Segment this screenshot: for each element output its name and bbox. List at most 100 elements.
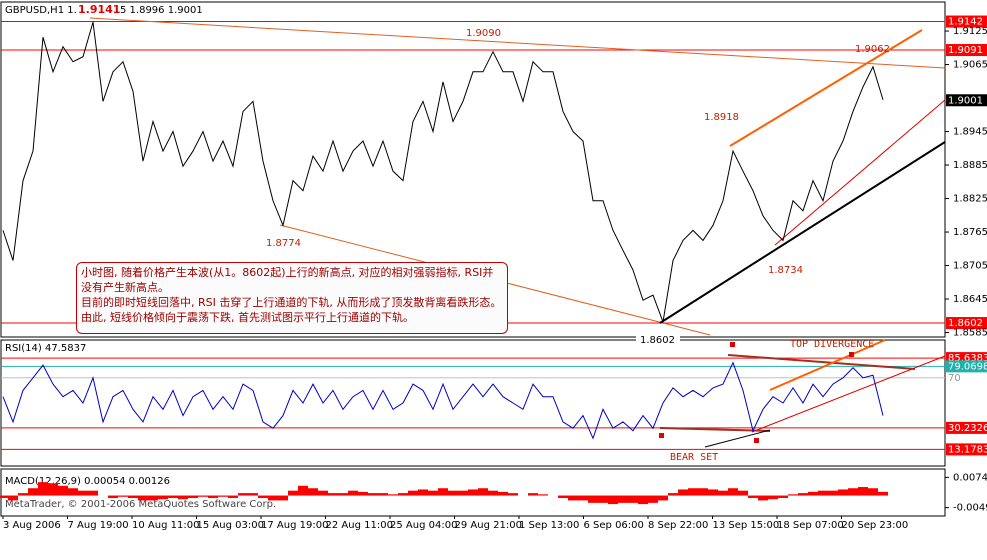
annotation: 1.9090 xyxy=(466,28,501,39)
rsi-line xyxy=(751,355,946,433)
histogram-bar xyxy=(158,495,168,500)
histogram-bar xyxy=(538,494,548,496)
histogram-bar xyxy=(798,493,808,496)
rsi-panel xyxy=(0,339,946,467)
histogram-bar xyxy=(398,493,408,496)
y-tick-label: 0.00746 xyxy=(953,472,987,483)
note-text: 目前的即时短线回落中, RSI 击穿了上行通道的下轨, 从而形成了顶发散背离看跌… xyxy=(81,296,502,309)
y-tick-label: 1.8825 xyxy=(953,194,987,205)
annotation: 1.8734 xyxy=(768,265,803,276)
macd-title: MACD(12,26,9) 0.00054 0.00126 xyxy=(5,476,170,487)
level-box xyxy=(946,44,987,57)
y-tick-label: 1.8885 xyxy=(953,160,987,171)
annotation: 1.8602 xyxy=(640,335,675,346)
histogram-bar xyxy=(468,489,478,496)
trend-line xyxy=(89,17,946,69)
histogram-bar xyxy=(878,491,888,496)
x-tick-label: 25 Aug 04:00 xyxy=(390,520,457,531)
histogram-bar xyxy=(448,490,458,496)
histogram-bar xyxy=(688,488,698,496)
histogram-bar xyxy=(668,493,678,496)
price-label: 1.9001 xyxy=(948,95,983,106)
histogram-bar xyxy=(408,490,418,496)
histogram-bar xyxy=(278,495,288,501)
rsi-title: RSI(14) 47.5837 xyxy=(5,343,86,354)
level-box xyxy=(946,360,987,373)
histogram-bar xyxy=(758,495,768,501)
y-tick-label: 1.8705 xyxy=(953,261,987,272)
series-line xyxy=(2,21,884,324)
x-tick-label: 7 Aug 19:00 xyxy=(68,520,129,531)
histogram-bar xyxy=(178,495,188,500)
histogram-bar xyxy=(328,493,338,496)
histogram-bar xyxy=(308,488,318,496)
histogram-bar xyxy=(558,495,568,498)
level-label: 13.1783 xyxy=(948,444,987,455)
histogram-bar xyxy=(388,494,398,496)
histogram-bar xyxy=(338,493,348,496)
histogram-bar xyxy=(858,487,868,496)
annotation: BEAR SET xyxy=(670,452,718,463)
histogram-bar xyxy=(38,482,48,496)
histogram-bar xyxy=(228,495,238,498)
histogram-bar xyxy=(848,488,858,496)
histogram-bar xyxy=(258,495,268,498)
annotation: 1.9062 xyxy=(855,44,890,55)
histogram-bar xyxy=(188,495,198,498)
note-text: 小时图, 随着价格产生本波(从1。8602起)上行的新高点, 对应的相对强弱指标… xyxy=(81,266,494,294)
histogram-bar xyxy=(0,495,8,498)
histogram-bar xyxy=(488,490,498,496)
histogram-bar xyxy=(88,490,98,496)
histogram-bar xyxy=(128,495,138,498)
level-label: 1.9142 xyxy=(948,17,983,28)
histogram-bar xyxy=(648,495,658,503)
histogram-bar xyxy=(248,493,258,496)
histogram-bar xyxy=(478,488,488,496)
histogram-bar xyxy=(868,488,878,496)
histogram-bar xyxy=(208,495,218,498)
level-box xyxy=(946,317,987,330)
histogram-bar xyxy=(148,495,158,501)
histogram-bar xyxy=(378,493,388,496)
x-tick-label: 1 Sep 13:00 xyxy=(519,520,579,531)
copyright: MetaTrader, © 2001-2006 MetaQuotes Softw… xyxy=(5,499,276,510)
y-tick-label: 1.8945 xyxy=(953,127,987,138)
price-panel xyxy=(0,1,946,338)
histogram-bar xyxy=(428,490,438,496)
histogram-bar xyxy=(588,495,598,503)
x-tick-label: 17 Aug 19:00 xyxy=(261,520,328,531)
level-label: 85.6383 xyxy=(948,353,987,364)
y-tick-label: 1.9065 xyxy=(953,60,987,71)
marker xyxy=(730,342,735,347)
annotation: 1.8774 xyxy=(266,238,301,249)
rsi-line xyxy=(659,427,771,432)
histogram-bar xyxy=(698,488,708,496)
annotation-box xyxy=(636,333,680,346)
rsi-line xyxy=(727,354,916,370)
x-tick-label: 18 Sep 07:00 xyxy=(777,520,844,531)
marker xyxy=(659,433,664,438)
y-tick-label: 1.8645 xyxy=(953,294,987,305)
histogram-bar xyxy=(458,490,468,496)
histogram-bar xyxy=(738,490,748,496)
histogram-bar xyxy=(528,493,538,496)
level-box xyxy=(946,421,987,434)
histogram-bar xyxy=(18,493,28,496)
histogram-bar xyxy=(598,495,608,503)
x-tick-label: 3 Aug 2006 xyxy=(3,520,61,531)
trend-line xyxy=(729,29,923,147)
histogram-bar xyxy=(658,495,668,501)
level-label: 1.9091 xyxy=(948,45,983,56)
histogram-bar xyxy=(288,490,298,496)
header-box xyxy=(76,3,112,17)
header-high: 1.9141 xyxy=(78,3,120,16)
marker xyxy=(849,352,854,357)
price-box xyxy=(946,94,987,107)
histogram-bar xyxy=(58,485,68,496)
histogram-bar xyxy=(708,489,718,496)
histogram-bar xyxy=(118,495,128,497)
header-symbol: GBPUSD,H1 1.9 xyxy=(5,5,83,16)
annotation: TOP DIVERGENCE xyxy=(790,339,874,350)
level-label: 30.2326 xyxy=(948,423,987,434)
histogram-bar xyxy=(438,488,448,496)
